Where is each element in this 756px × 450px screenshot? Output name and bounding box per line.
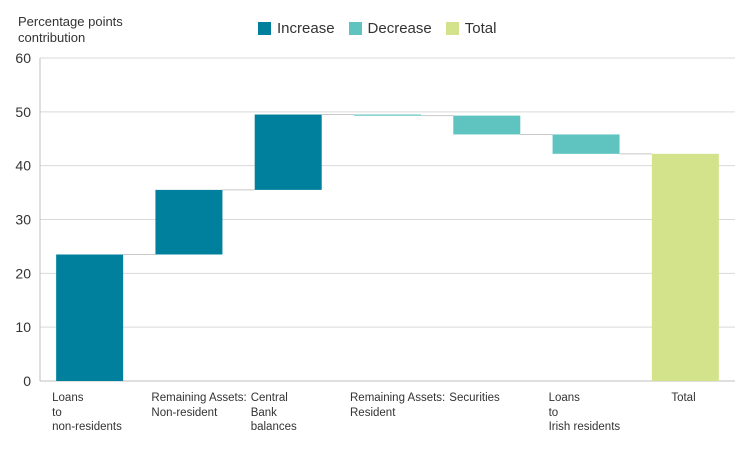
bar-increase-1 bbox=[155, 189, 223, 255]
x-category-label-1: Remaining Assets: Non-resident bbox=[151, 391, 246, 420]
legend-swatch-decrease bbox=[348, 22, 362, 35]
x-category-label-0-line-0: Loans bbox=[52, 392, 84, 404]
y-axis-title-line-2: contribution bbox=[18, 30, 86, 45]
y-axis-title: Percentage points contribution bbox=[18, 14, 123, 46]
y-tick-label-60: 60 bbox=[15, 50, 31, 66]
legend-swatch-total bbox=[445, 22, 459, 35]
y-tick-label-50: 50 bbox=[15, 104, 31, 120]
x-category-label-3-line-0: Remaining Assets: bbox=[350, 392, 446, 404]
legend-item-total: Total bbox=[445, 20, 497, 37]
legend-label-increase: Increase bbox=[277, 20, 335, 37]
bar-increase-0 bbox=[56, 254, 124, 381]
y-axis-title-line-1: Percentage points bbox=[18, 14, 123, 29]
y-tick-label-0: 0 bbox=[23, 373, 31, 389]
bar-decrease-5 bbox=[552, 134, 620, 154]
x-category-label-4-line-0: Securities bbox=[449, 392, 500, 404]
y-tick-label-30: 30 bbox=[15, 212, 31, 228]
bar-decrease-3 bbox=[354, 114, 421, 116]
legend-item-decrease: Decrease bbox=[348, 20, 432, 37]
x-category-label-0-line-2: non-residents bbox=[52, 421, 122, 433]
bar-total-6 bbox=[651, 153, 719, 381]
x-category-label-2-line-2: balances bbox=[250, 421, 297, 433]
x-category-label-5: Loans to Irish residents bbox=[549, 391, 621, 435]
x-category-label-0: Loans to non-residents bbox=[52, 391, 122, 435]
x-category-label-2: Central Bank balances bbox=[251, 391, 297, 435]
legend: Increase Decrease Total bbox=[258, 20, 496, 37]
legend-label-total: Total bbox=[464, 20, 497, 37]
x-category-label-2-line-1: Bank bbox=[250, 406, 277, 419]
x-category-label-0-line-1: to bbox=[52, 406, 62, 419]
x-category-label-6: Total bbox=[671, 391, 695, 406]
x-category-label-4: Securities bbox=[449, 391, 500, 406]
x-category-label-1-line-0: Remaining Assets: bbox=[151, 392, 247, 404]
bar-decrease-4 bbox=[453, 115, 521, 135]
x-category-label-3: Remaining Assets: Resident bbox=[350, 391, 445, 420]
legend-item-increase: Increase bbox=[258, 20, 335, 37]
legend-swatch-increase bbox=[258, 22, 271, 35]
x-category-label-5-line-2: Irish residents bbox=[548, 421, 621, 433]
x-category-label-6-line-0: Total bbox=[671, 392, 696, 404]
x-category-label-5-line-1: to bbox=[548, 406, 559, 419]
x-category-label-1-line-1: Non-resident bbox=[151, 406, 218, 419]
y-tick-label-40: 40 bbox=[15, 158, 31, 174]
x-category-label-3-line-1: Resident bbox=[350, 406, 396, 419]
legend-label-decrease: Decrease bbox=[367, 20, 432, 37]
x-category-label-5-line-0: Loans bbox=[548, 392, 580, 404]
y-tick-label-20: 20 bbox=[15, 265, 31, 281]
x-category-label-2-line-0: Central bbox=[250, 392, 288, 404]
bar-increase-2 bbox=[254, 114, 322, 190]
y-tick-label-10: 10 bbox=[15, 319, 31, 335]
